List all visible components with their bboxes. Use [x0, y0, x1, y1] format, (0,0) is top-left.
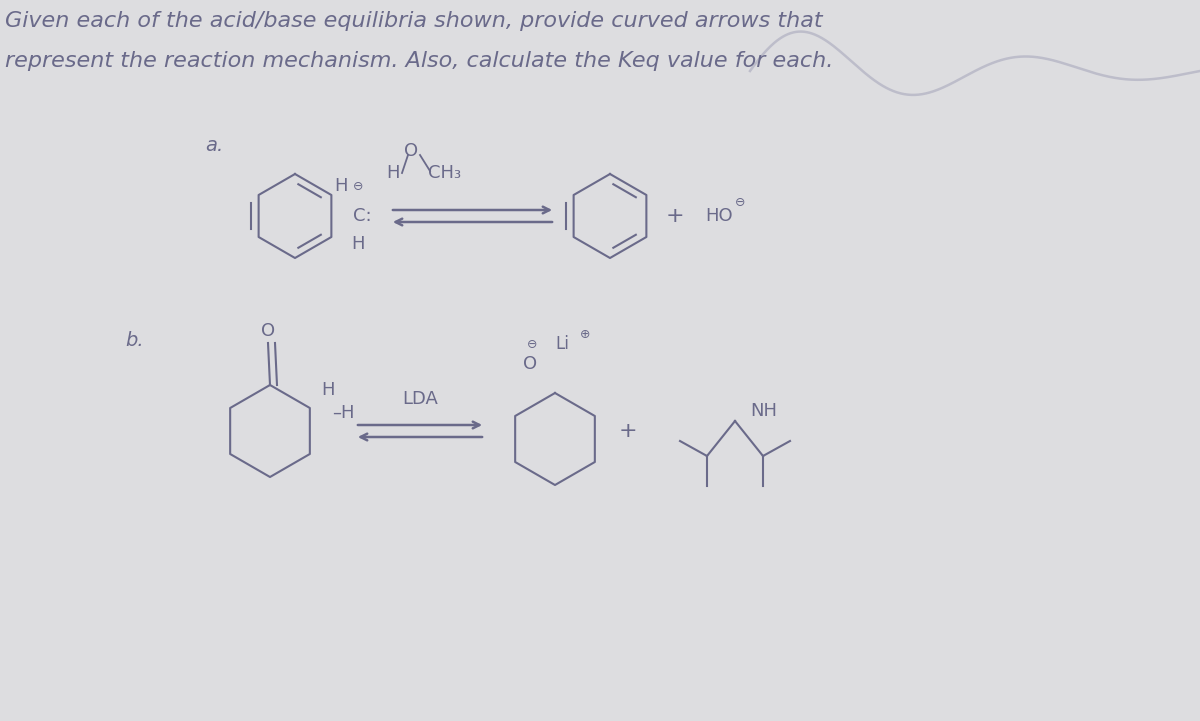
- Text: H: H: [386, 164, 400, 182]
- Text: ⊖: ⊖: [734, 197, 745, 210]
- Text: O: O: [523, 355, 538, 373]
- Text: –H: –H: [332, 404, 354, 422]
- Text: LDA: LDA: [402, 390, 438, 408]
- Text: H: H: [335, 177, 348, 195]
- Text: O: O: [260, 322, 275, 340]
- Text: +: +: [666, 206, 684, 226]
- Text: CH₃: CH₃: [428, 164, 461, 182]
- Text: +: +: [619, 421, 637, 441]
- Text: O: O: [404, 142, 418, 160]
- Text: ⊖: ⊖: [527, 337, 538, 350]
- Text: represent the reaction mechanism. Also, calculate the Keq value for each.: represent the reaction mechanism. Also, …: [5, 51, 833, 71]
- Text: H: H: [322, 381, 335, 399]
- Text: a.: a.: [205, 136, 223, 155]
- Text: b.: b.: [125, 331, 144, 350]
- Text: Li: Li: [554, 335, 569, 353]
- Text: HO: HO: [706, 207, 733, 225]
- Text: C:: C:: [353, 207, 372, 225]
- Text: H: H: [352, 235, 365, 253]
- Text: ⊖: ⊖: [353, 180, 364, 193]
- Text: ⊕: ⊕: [580, 327, 590, 340]
- Text: Given each of the acid/base equilibria shown, provide curved arrows that: Given each of the acid/base equilibria s…: [5, 11, 823, 31]
- Text: NH: NH: [750, 402, 778, 420]
